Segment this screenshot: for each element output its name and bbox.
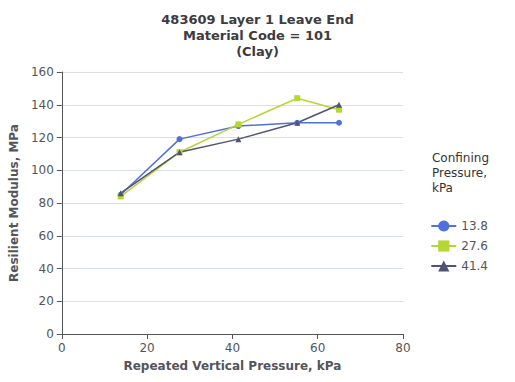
svg-text:120: 120 bbox=[31, 131, 54, 145]
svg-text:13.8: 13.8 bbox=[461, 219, 488, 233]
svg-text:Confining: Confining bbox=[432, 151, 489, 165]
svg-text:160: 160 bbox=[31, 65, 54, 79]
svg-text:27.6: 27.6 bbox=[461, 239, 488, 253]
svg-text:80: 80 bbox=[39, 196, 54, 210]
svg-text:60: 60 bbox=[39, 229, 54, 243]
svg-text:Resilient Modulus, MPa: Resilient Modulus, MPa bbox=[7, 124, 21, 282]
svg-text:0: 0 bbox=[58, 341, 66, 355]
svg-text:20: 20 bbox=[139, 341, 154, 355]
svg-text:140: 140 bbox=[31, 98, 54, 112]
svg-text:40: 40 bbox=[39, 262, 54, 276]
svg-text:Repeated Vertical Pressure, kP: Repeated Vertical Pressure, kPa bbox=[123, 359, 341, 373]
svg-text:0: 0 bbox=[46, 327, 54, 341]
svg-text:(Clay): (Clay) bbox=[236, 44, 279, 59]
svg-text:40: 40 bbox=[225, 341, 240, 355]
svg-text:kPa: kPa bbox=[432, 181, 453, 195]
svg-text:20: 20 bbox=[39, 294, 54, 308]
svg-text:Material Code = 101: Material Code = 101 bbox=[183, 28, 332, 43]
svg-text:80: 80 bbox=[395, 341, 410, 355]
svg-text:100: 100 bbox=[31, 163, 54, 177]
svg-text:483609 Layer 1 Leave End: 483609 Layer 1 Leave End bbox=[161, 12, 353, 27]
svg-text:60: 60 bbox=[310, 341, 325, 355]
svg-text:Pressure,: Pressure, bbox=[432, 166, 487, 180]
svg-text:41.4: 41.4 bbox=[461, 259, 488, 273]
